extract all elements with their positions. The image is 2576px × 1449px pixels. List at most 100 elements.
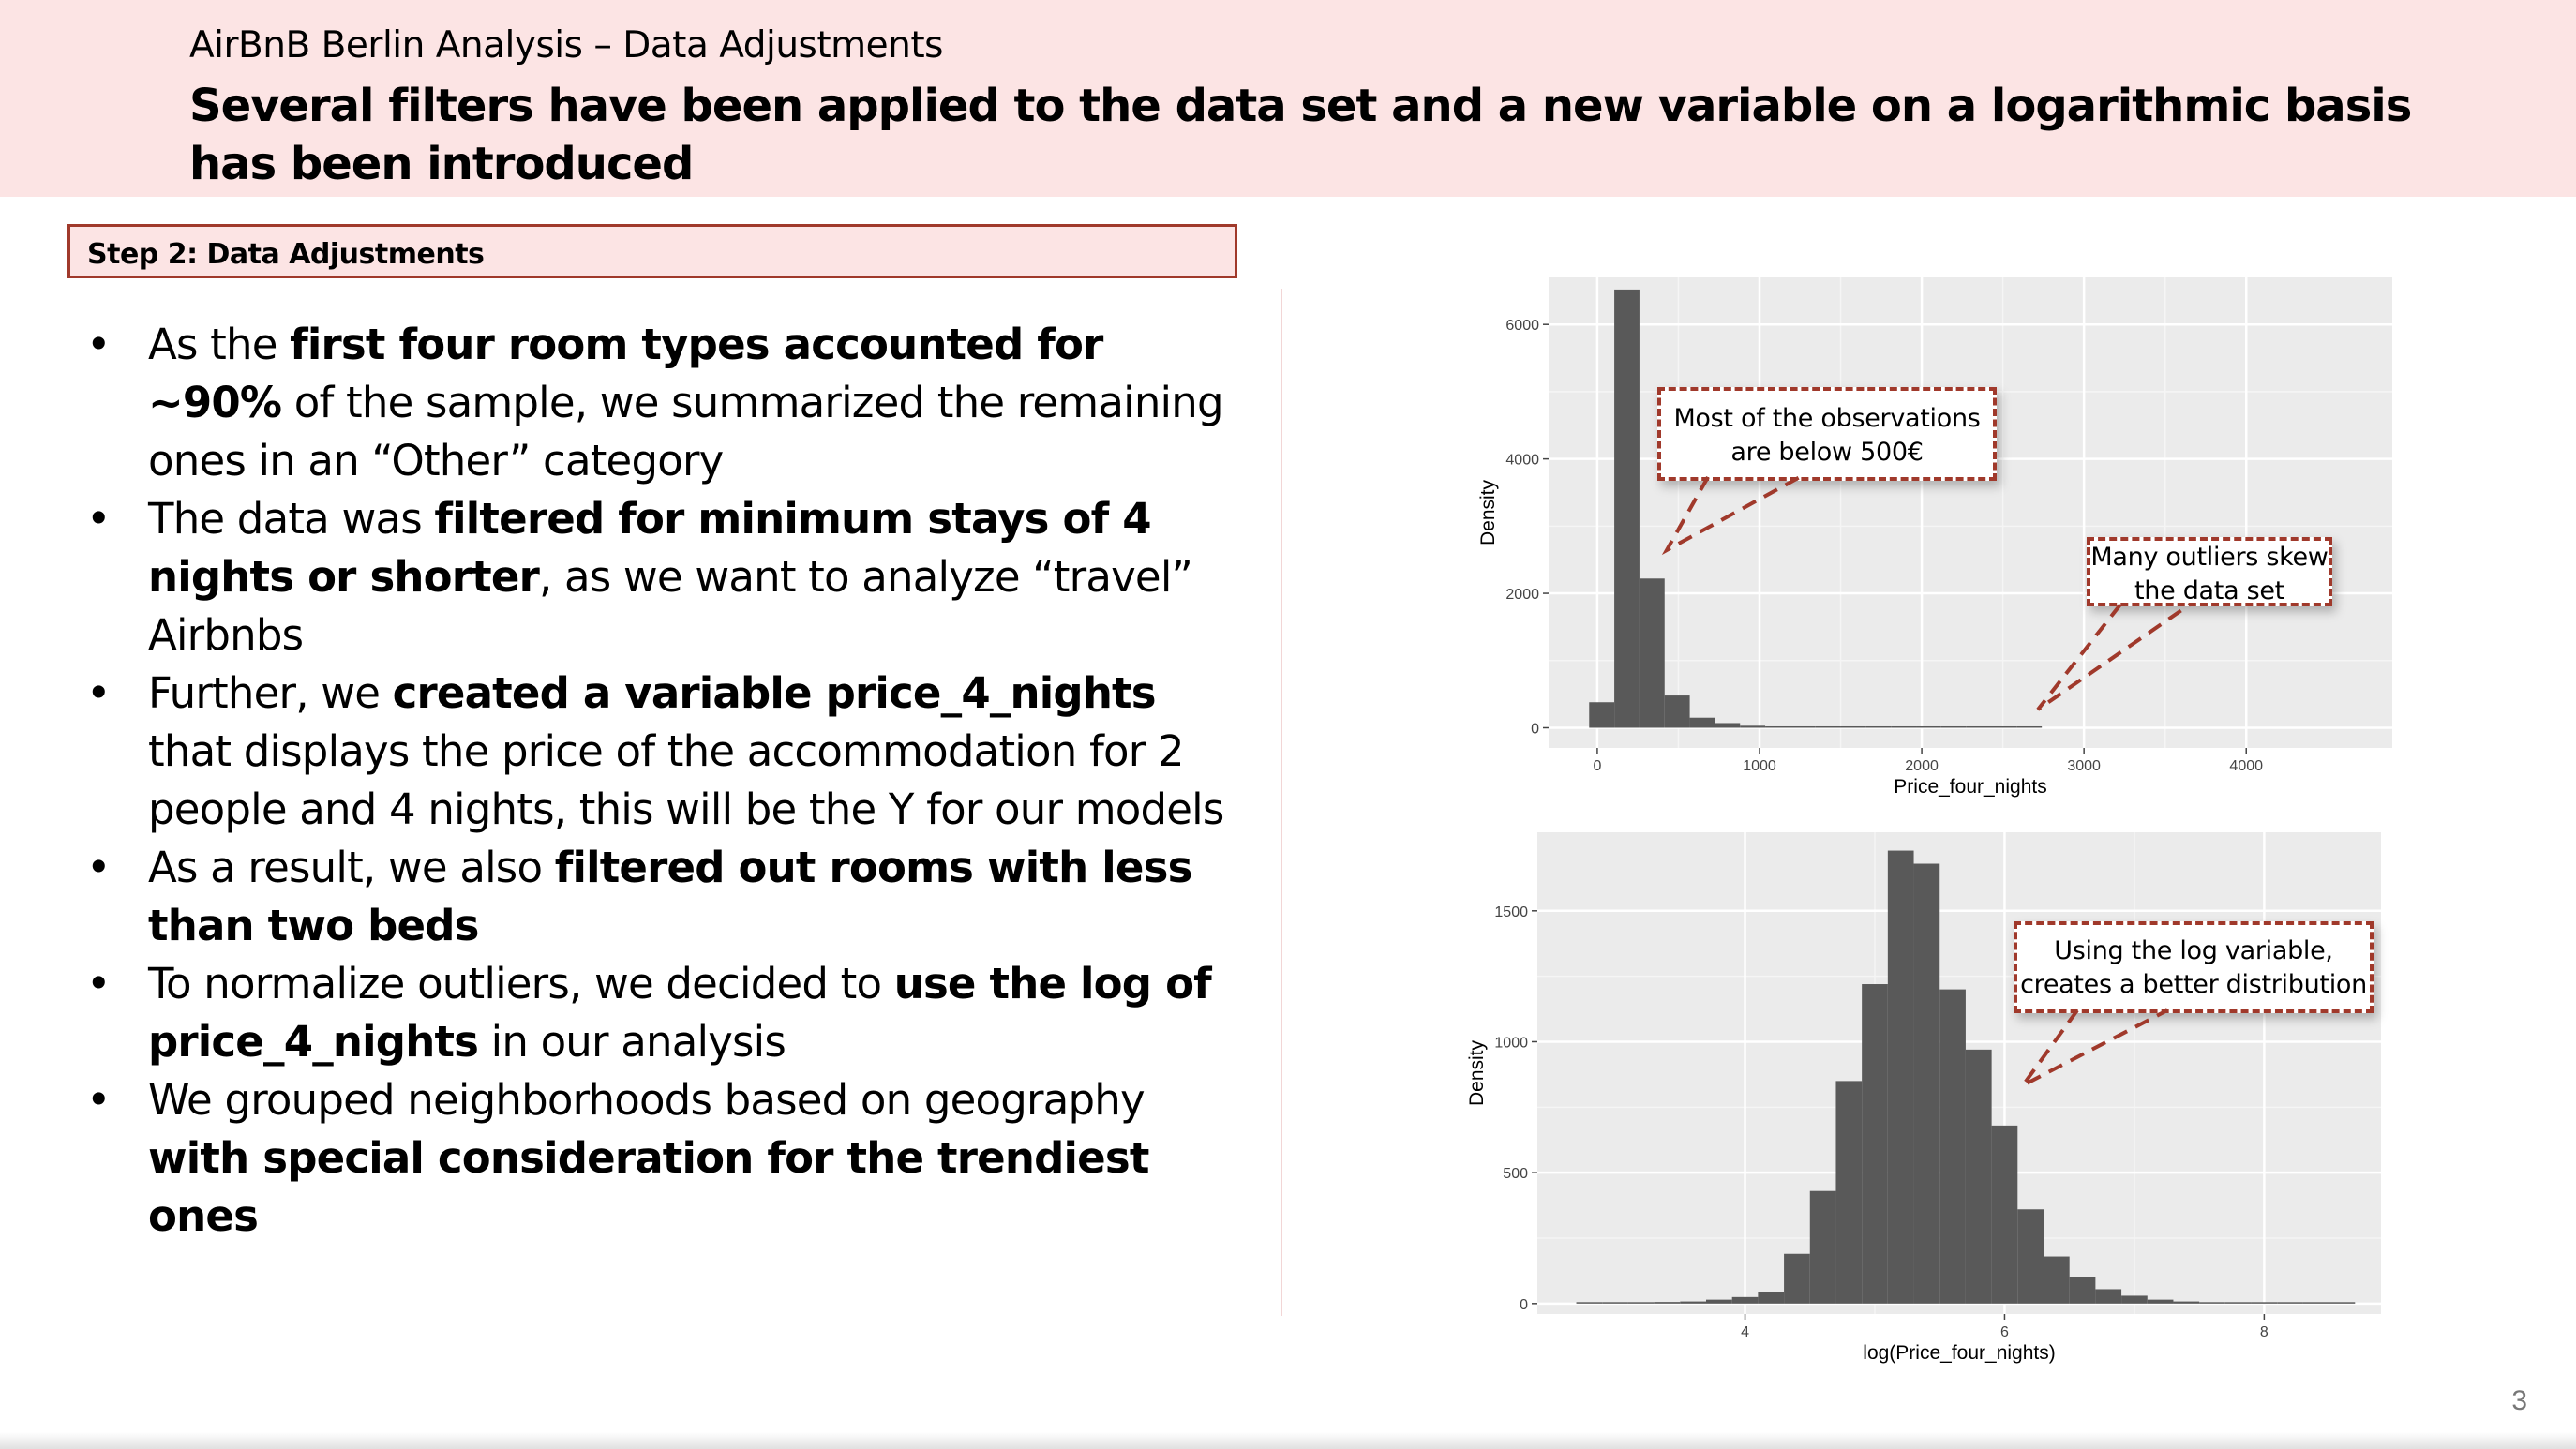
- y-tick-label: 1000: [1494, 1035, 1528, 1051]
- histogram-log-price-svg: 4 6 8 0 500 1000 1500 log(Price_four_nights) Den…: [1466, 832, 2381, 1364]
- bullet-text: The data was: [148, 494, 435, 544]
- pointer-outliers: [2036, 603, 2192, 711]
- histogram-bar: [1689, 717, 1715, 728]
- histogram-bar: [1731, 1296, 1759, 1304]
- bullet-item: The data was filtered for minimum stays …: [86, 490, 1249, 665]
- histogram-bar: [1916, 725, 1941, 728]
- callout-log-variable: Using the log variable, creates a better…: [2014, 921, 2374, 1013]
- histogram-bar: [1680, 1301, 1706, 1304]
- histogram-bar: [1939, 989, 1966, 1304]
- bullet-item: We grouped neighborhoods based on geogra…: [86, 1071, 1249, 1246]
- bullet-text: in our analysis: [478, 1017, 786, 1067]
- histogram-bar: [1654, 1302, 1681, 1304]
- histogram-bar: [2329, 1302, 2356, 1304]
- bottom-shadow: [0, 1432, 2576, 1449]
- histogram-bar: [1809, 1190, 1836, 1304]
- callout-outliers: Many outliers skew the data set: [2087, 537, 2332, 606]
- pointer-observations: [1661, 475, 1801, 556]
- histogram-bar: [2224, 1302, 2252, 1304]
- histogram-bar: [1639, 578, 1665, 728]
- histogram-bar: [2095, 1289, 2122, 1304]
- x-tick-label: 6: [2000, 1324, 2009, 1340]
- histogram-bar: [1602, 1302, 1628, 1304]
- bullet-text: that displays the price of the accommoda…: [148, 726, 1224, 834]
- histogram-bar: [1862, 984, 1888, 1304]
- histogram-bar: [2044, 1256, 2070, 1304]
- x-tick-label: 8: [2260, 1324, 2269, 1340]
- x-tick-label: 4000: [2229, 758, 2263, 774]
- callout-observations: Most of the observations are below 500€: [1657, 387, 1997, 481]
- histogram-bar: [1765, 725, 1790, 728]
- histogram-bar: [2069, 1277, 2096, 1304]
- pointer-log-variable: [2021, 1008, 2168, 1087]
- histogram-bar: [1627, 1302, 1655, 1304]
- plot-panel: [1549, 277, 2392, 748]
- bullet-bold-text: filtered out rooms with less than two be…: [148, 843, 1192, 950]
- x-tick-label: 1000: [1743, 758, 1776, 774]
- header-banner: AirBnB Berlin Analysis – Data Adjustment…: [0, 0, 2576, 197]
- histogram-bar: [1865, 725, 1892, 728]
- histogram-bar: [2017, 1209, 2044, 1304]
- histogram-bar: [1815, 725, 1841, 728]
- histogram-bar: [1891, 725, 1917, 728]
- x-tick-label: 4: [1741, 1324, 1749, 1340]
- histogram-bar: [2251, 1302, 2278, 1304]
- x-tick-label: 0: [1593, 758, 1601, 774]
- histogram-bar: [1840, 725, 1866, 728]
- histogram-bar: [1966, 725, 1992, 728]
- slide-title: Several filters have been applied to the…: [189, 80, 2412, 190]
- x-axis-label: log(Price_four_nights): [1863, 1342, 2055, 1364]
- histogram-log-price: 4 6 8 0 500 1000 1500 log(Price_four_nights) Den…: [1459, 827, 2405, 1370]
- histogram-bar: [1887, 850, 1914, 1304]
- bullet-text: Further, we: [148, 668, 393, 718]
- column-divider: [1281, 289, 1282, 1316]
- histogram-bar: [1576, 1302, 1603, 1304]
- histogram-bar: [2302, 1302, 2329, 1304]
- histogram-bar: [1664, 695, 1690, 728]
- bullet-bold-text: with special consideration for the trend…: [148, 1133, 1149, 1241]
- bullet-bold-text: use the log of price_4_nights: [148, 959, 1212, 1067]
- histogram-bar: [1835, 1081, 1863, 1304]
- y-tick-label: 6000: [1505, 318, 1539, 334]
- bullet-item: Further, we created a variable price_4_n…: [86, 665, 1249, 839]
- slide-subtitle: AirBnB Berlin Analysis – Data Adjustment…: [189, 24, 943, 67]
- x-axis-label: Price_four_nights: [1894, 776, 2046, 798]
- bullet-text: , as we want to analyze “travel” Airbnbs: [148, 552, 1193, 660]
- histogram-bar: [1991, 1125, 2018, 1304]
- histogram-bar: [1706, 1299, 1732, 1304]
- bullet-text: We grouped neighborhoods based on geogra…: [148, 1075, 1146, 1125]
- y-tick-label: 0: [1531, 721, 1539, 737]
- bullet-text: of the sample, we summarized the remaini…: [148, 378, 1224, 485]
- y-tick-label: 1500: [1494, 904, 1528, 920]
- y-axis-label: Density: [1466, 1039, 1488, 1106]
- histogram-bar: [1758, 1292, 1785, 1304]
- histogram-bar: [1913, 863, 1940, 1304]
- page-number: 3: [2511, 1385, 2527, 1416]
- bullet-item: As the first four room types accounted f…: [86, 316, 1249, 490]
- histogram-bar: [2121, 1295, 2148, 1304]
- bullet-list: As the first four room types accounted f…: [86, 316, 1249, 1246]
- y-tick-label: 500: [1503, 1166, 1528, 1182]
- bullet-bold-text: first four room types accounted for ~90%: [148, 320, 1103, 427]
- histogram-bar: [2199, 1302, 2225, 1304]
- y-tick-label: 2000: [1505, 587, 1539, 603]
- x-tick-label: 3000: [2067, 758, 2101, 774]
- x-tick-label: 2000: [1905, 758, 1939, 774]
- histogram-bar: [1784, 1253, 1810, 1304]
- y-tick-label: 4000: [1505, 453, 1539, 469]
- bullet-text: To normalize outliers, we decided to: [148, 959, 894, 1008]
- histogram-bar: [1715, 723, 1741, 728]
- histogram-bar: [1790, 725, 1816, 728]
- histogram-bar: [1940, 725, 1967, 728]
- histogram-bar: [2173, 1301, 2200, 1304]
- bullet-bold-text: created a variable price_4_nights: [392, 668, 1157, 718]
- histogram-bar: [1589, 702, 1615, 728]
- y-tick-label: 0: [1520, 1297, 1528, 1313]
- histogram-bar: [2147, 1299, 2174, 1304]
- step-label-box: Step 2: Data Adjustments: [67, 224, 1237, 278]
- histogram-bar: [2277, 1302, 2303, 1304]
- bullet-item: As a result, we also filtered out rooms …: [86, 839, 1249, 955]
- y-axis-label: Density: [1477, 479, 1499, 545]
- histogram-bar: [1965, 1049, 1992, 1304]
